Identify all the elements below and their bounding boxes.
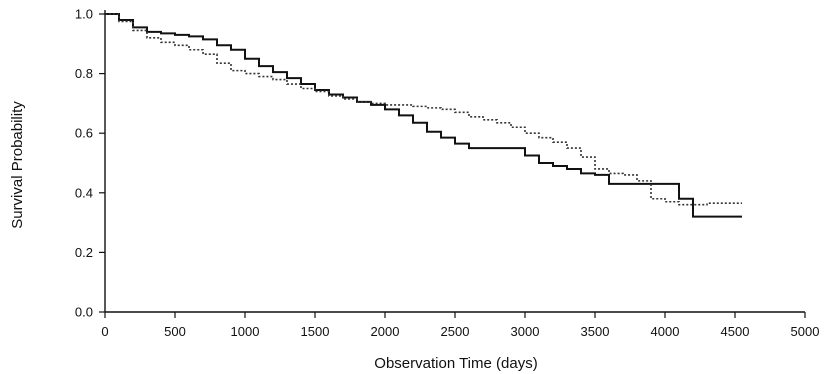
axes-layer	[104, 10, 805, 313]
y-tick-label: 0.0	[75, 305, 93, 320]
x-tick-label: 1000	[231, 324, 260, 339]
x-tick-label: 4000	[651, 324, 680, 339]
y-tick-label: 0.8	[75, 66, 93, 81]
y-tick-label: 0.2	[75, 245, 93, 260]
x-tick-label: 3500	[581, 324, 610, 339]
x-tick-label: 1500	[301, 324, 330, 339]
series-line-2	[105, 13, 742, 206]
x-tick-label: 500	[164, 324, 186, 339]
x-tick-label: 2500	[441, 324, 470, 339]
y-axis-title: Survival Probability	[9, 101, 26, 229]
x-tick-label: 4500	[721, 324, 750, 339]
x-tick-label: 2000	[371, 324, 400, 339]
x-axis-title: Observation Time (days)	[374, 355, 537, 372]
y-tick-label: 0.6	[75, 126, 93, 141]
x-tick-label: 0	[101, 324, 108, 339]
series-layer	[105, 13, 742, 218]
ticks-layer: 0.0 0.2 0.4 0.6 0.8 1.0 0 500 1000 1500 2000 2500 30…	[75, 7, 820, 340]
x-tick-label: 3000	[511, 324, 540, 339]
series-line-1	[105, 13, 742, 218]
y-tick-label: 0.4	[75, 185, 93, 200]
x-tick-label: 5000	[791, 324, 820, 339]
y-tick-label: 1.0	[75, 7, 93, 22]
